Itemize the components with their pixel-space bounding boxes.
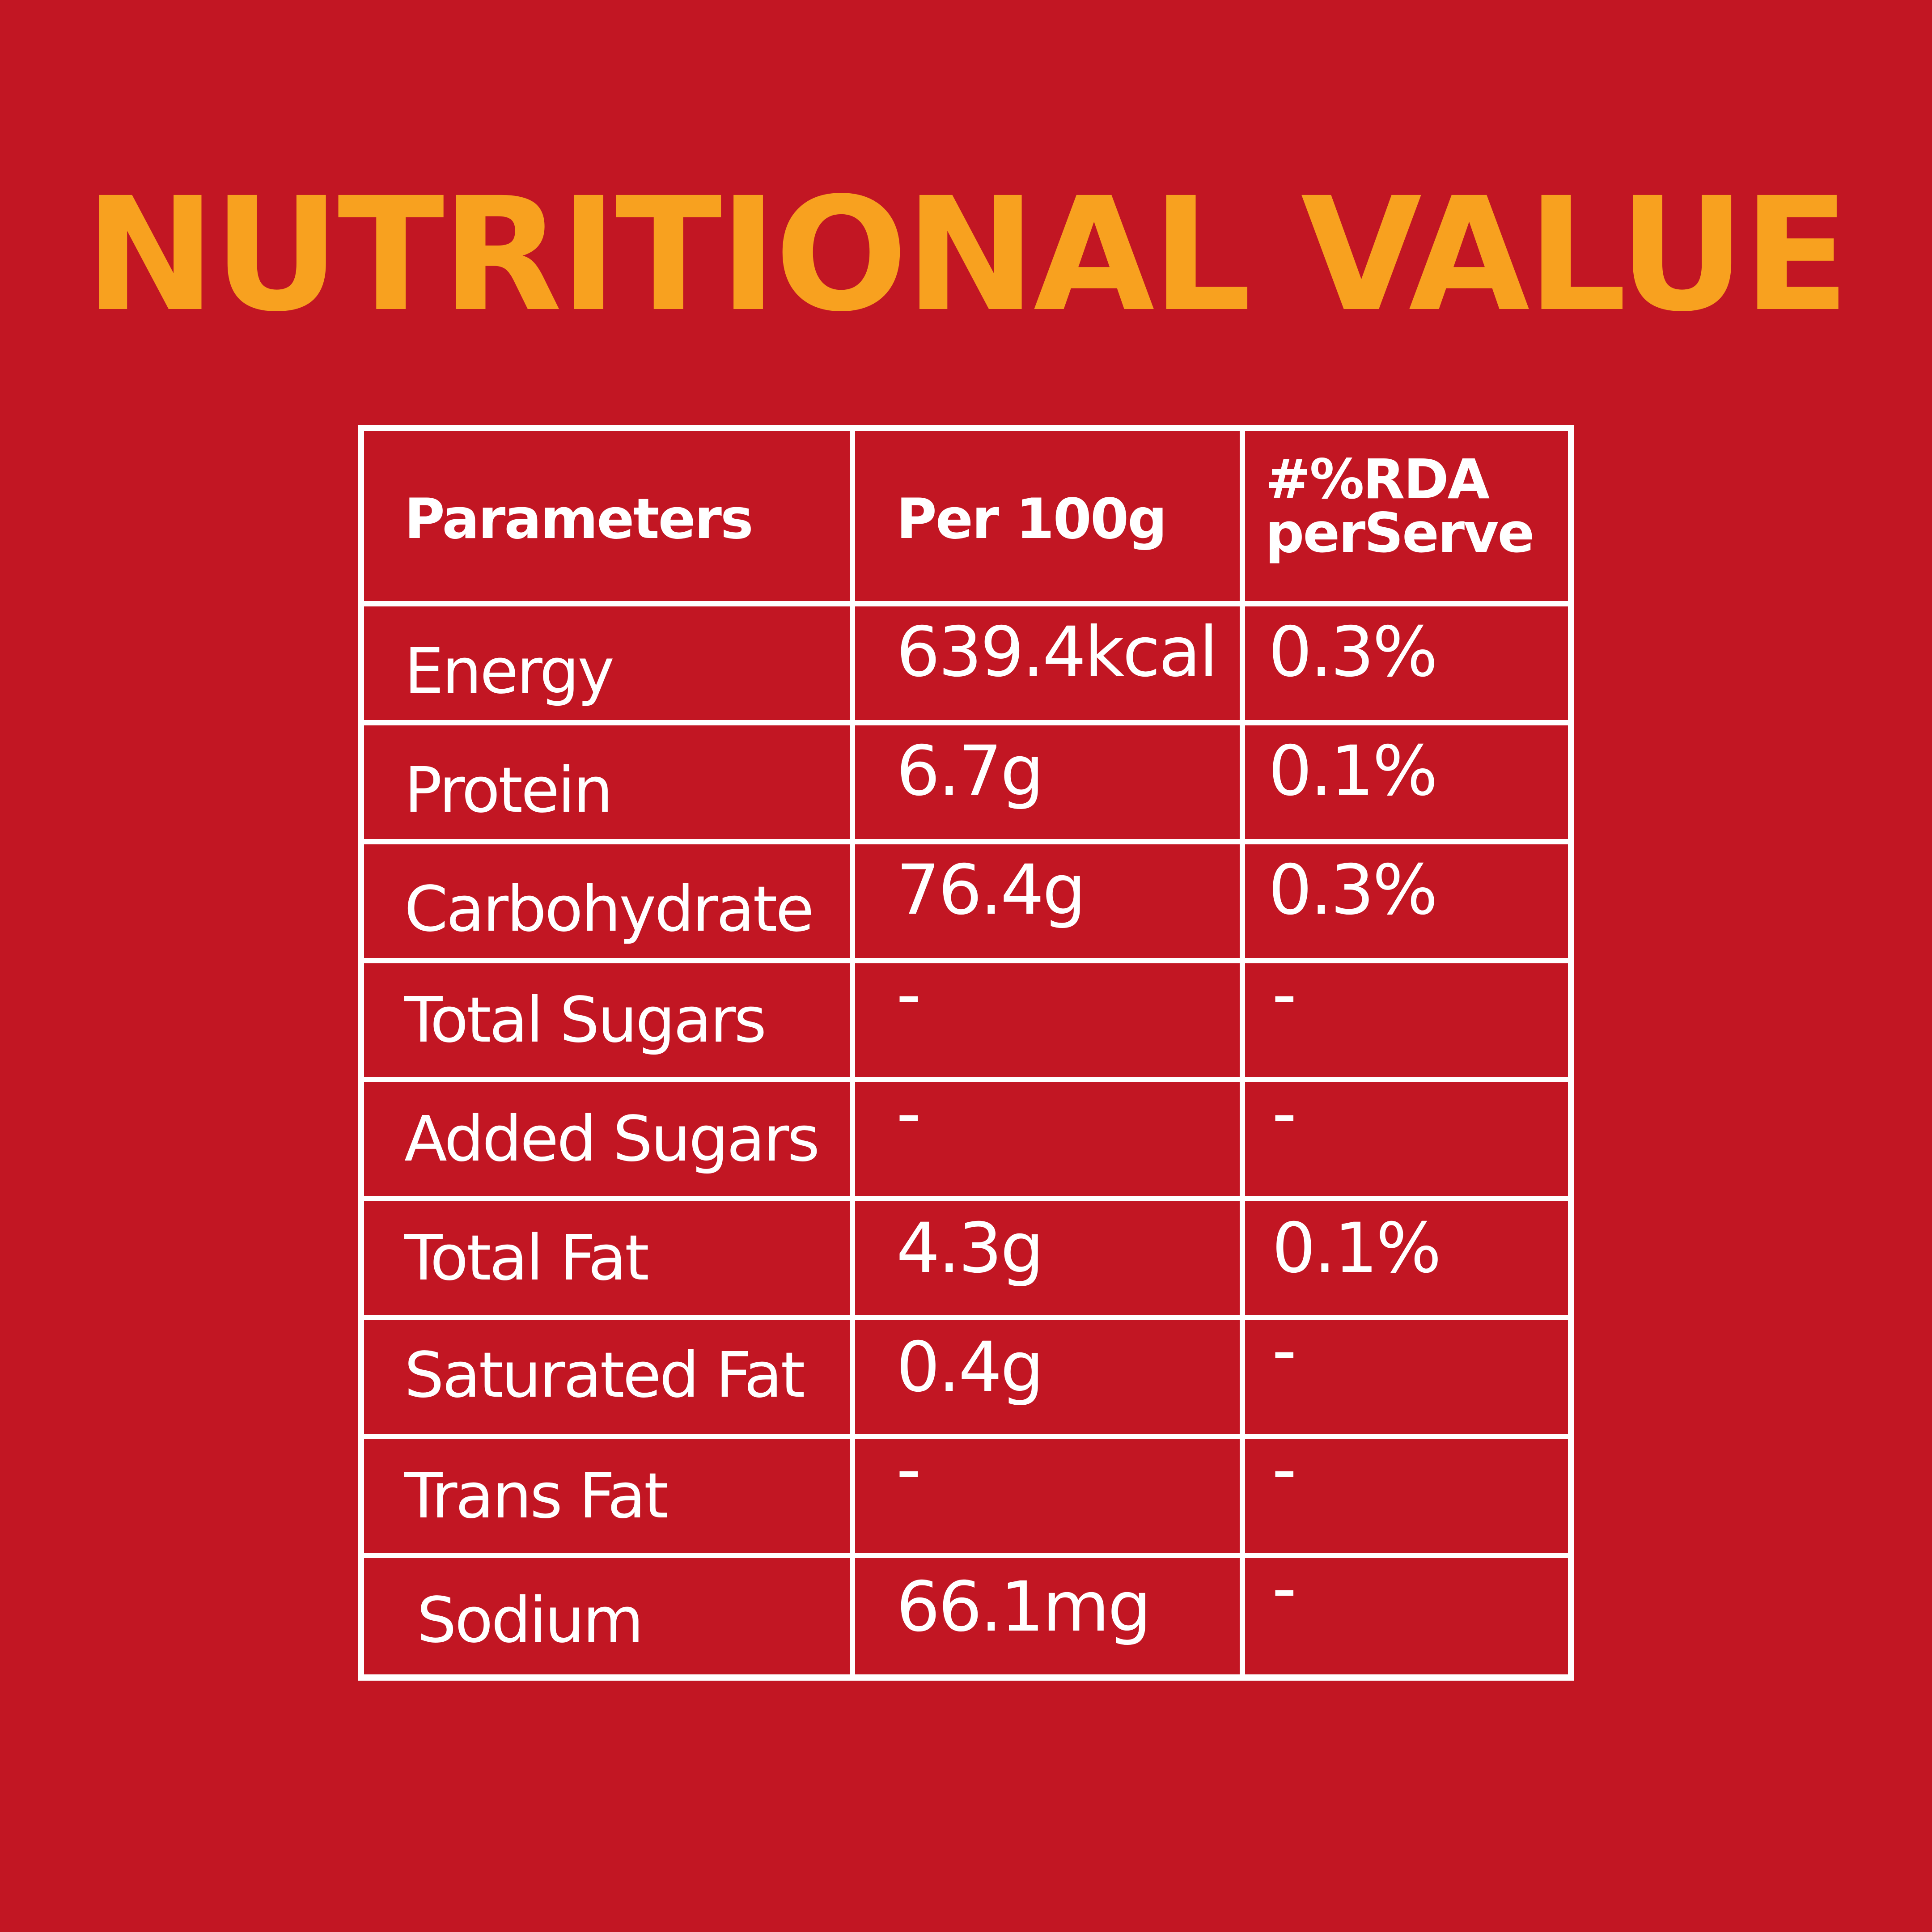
row-parameter: Carbohydrate xyxy=(404,873,814,946)
row-parameter: Total Fat xyxy=(404,1222,649,1295)
row-divider xyxy=(364,1196,1568,1201)
row-per-100g: 4.3g xyxy=(896,1208,1044,1288)
row-rda: - xyxy=(1272,1310,1297,1390)
row-rda: - xyxy=(1272,1073,1297,1153)
row-parameter: Trans Fat xyxy=(404,1460,669,1533)
row-divider xyxy=(364,1553,1568,1558)
nutrition-table: Parameters Per 100g #%RDA perServe Energ… xyxy=(358,425,1574,1681)
row-rda: - xyxy=(1272,1548,1297,1628)
row-rda: 0.3% xyxy=(1268,850,1438,930)
row-parameter: Saturated Fat xyxy=(404,1339,805,1412)
row-per-100g: - xyxy=(896,1429,921,1509)
row-per-100g: 66.1mg xyxy=(896,1567,1152,1647)
row-per-100g: 76.4g xyxy=(896,850,1086,930)
row-divider xyxy=(364,839,1568,844)
row-divider xyxy=(364,601,1568,606)
column-divider xyxy=(850,431,855,1674)
row-divider xyxy=(364,1315,1568,1320)
row-rda: 0.3% xyxy=(1268,612,1438,692)
row-rda: - xyxy=(1272,1429,1297,1509)
row-parameter: Energy xyxy=(404,635,614,708)
row-divider xyxy=(364,1434,1568,1439)
row-per-100g: 0.4g xyxy=(896,1327,1044,1407)
table-grid: Parameters Per 100g #%RDA perServe Energ… xyxy=(364,431,1568,1674)
row-rda: 0.1% xyxy=(1272,1208,1441,1288)
row-parameter: Total Sugars xyxy=(404,984,767,1057)
page-title: NUTRITIONAL VALUE xyxy=(85,164,1850,346)
row-per-100g: - xyxy=(896,954,921,1034)
row-divider xyxy=(364,1077,1568,1082)
row-parameter: Added Sugars xyxy=(404,1103,820,1176)
row-rda: 0.1% xyxy=(1268,731,1438,811)
header-parameters: Parameters xyxy=(404,487,754,551)
row-per-100g: - xyxy=(896,1073,921,1153)
column-divider xyxy=(1240,431,1245,1674)
row-per-100g: 639.4kcal xyxy=(896,612,1218,692)
row-divider xyxy=(364,720,1568,725)
row-per-100g: 6.7g xyxy=(896,731,1044,811)
row-parameter: Sodium xyxy=(417,1584,644,1657)
header-rda-line1: #%RDA xyxy=(1265,448,1490,511)
header-rda-line2: perServe xyxy=(1265,501,1534,565)
row-parameter: Protein xyxy=(404,754,613,827)
row-divider xyxy=(364,958,1568,963)
header-per-100g: Per 100g xyxy=(896,487,1167,551)
row-rda: - xyxy=(1272,954,1297,1034)
